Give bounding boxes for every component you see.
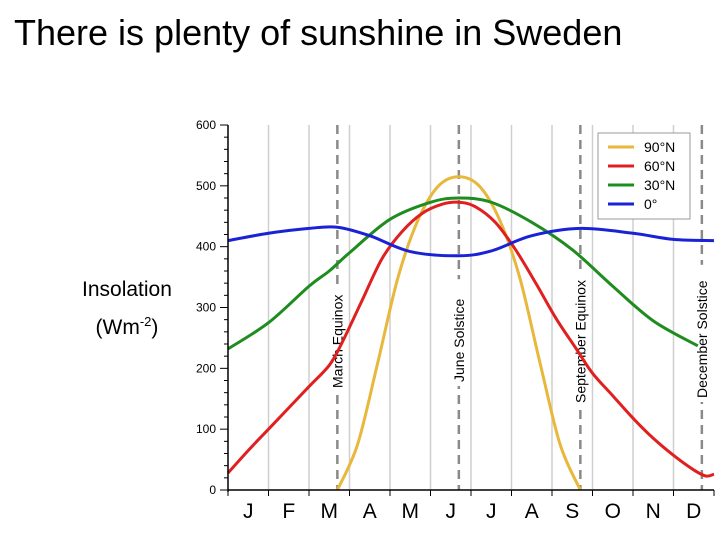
x-tick-label: M xyxy=(402,500,420,523)
y-tick-label: 0 xyxy=(209,483,216,497)
event-label-background xyxy=(450,279,467,386)
grid xyxy=(267,125,675,490)
legend-label: 0° xyxy=(644,196,657,212)
x-tick-label: O xyxy=(605,500,621,523)
legend-label: 90°N xyxy=(644,139,675,155)
x-tick-label: J xyxy=(243,500,254,523)
x-tick-label: F xyxy=(282,500,295,523)
event-label: December Solstice xyxy=(694,280,710,398)
y-tick-label: 600 xyxy=(196,118,216,132)
x-tick-label: S xyxy=(565,500,579,523)
series-line xyxy=(335,175,582,491)
x-tick-label: N xyxy=(646,500,661,523)
axes: 0 100 200 300 400 500 600 J F M A M J J A S O N D xyxy=(196,118,715,523)
event-label-background xyxy=(572,269,589,407)
y-axis-label-units: (Wm-2) xyxy=(82,306,172,344)
event-lines: March Equinox June Solstice September Equi… xyxy=(329,125,710,490)
series-line xyxy=(226,200,715,478)
x-tick-label: J xyxy=(446,500,457,523)
y-axis-unit-exponent: -2 xyxy=(139,314,152,329)
x-tick-label: M xyxy=(321,500,339,523)
x-tick-label: A xyxy=(525,500,539,523)
x-tick-label: A xyxy=(363,500,377,523)
legend-label: 30°N xyxy=(644,177,675,193)
x-tick-label: D xyxy=(686,500,701,523)
y-tick-label: 100 xyxy=(196,422,216,436)
series-line xyxy=(227,225,715,258)
legend-label: 60°N xyxy=(644,158,675,174)
y-axis-unit-open: (Wm xyxy=(95,316,140,339)
y-tick-label: 500 xyxy=(196,179,216,193)
event-label-background xyxy=(329,285,346,392)
event-label: March Equinox xyxy=(329,295,345,388)
slide-title: There is plenty of sunshine in Sweden xyxy=(14,12,623,53)
series-line xyxy=(227,196,699,351)
y-tick-label: 400 xyxy=(196,240,216,254)
x-tick-label: J xyxy=(486,500,497,523)
event-label: June Solstice xyxy=(451,299,467,382)
y-tick-label: 200 xyxy=(196,361,216,375)
y-tick-label: 300 xyxy=(196,301,216,315)
event-label: September Equinox xyxy=(572,280,588,403)
legend: 90°N 60°N 30°N 0° xyxy=(597,132,691,220)
y-axis-label: Insolation (Wm-2) xyxy=(82,274,172,344)
y-axis-unit-close: ) xyxy=(151,316,159,339)
event-label-background xyxy=(693,264,710,402)
series-lines xyxy=(226,175,715,491)
y-axis-label-main: Insolation xyxy=(82,278,172,301)
